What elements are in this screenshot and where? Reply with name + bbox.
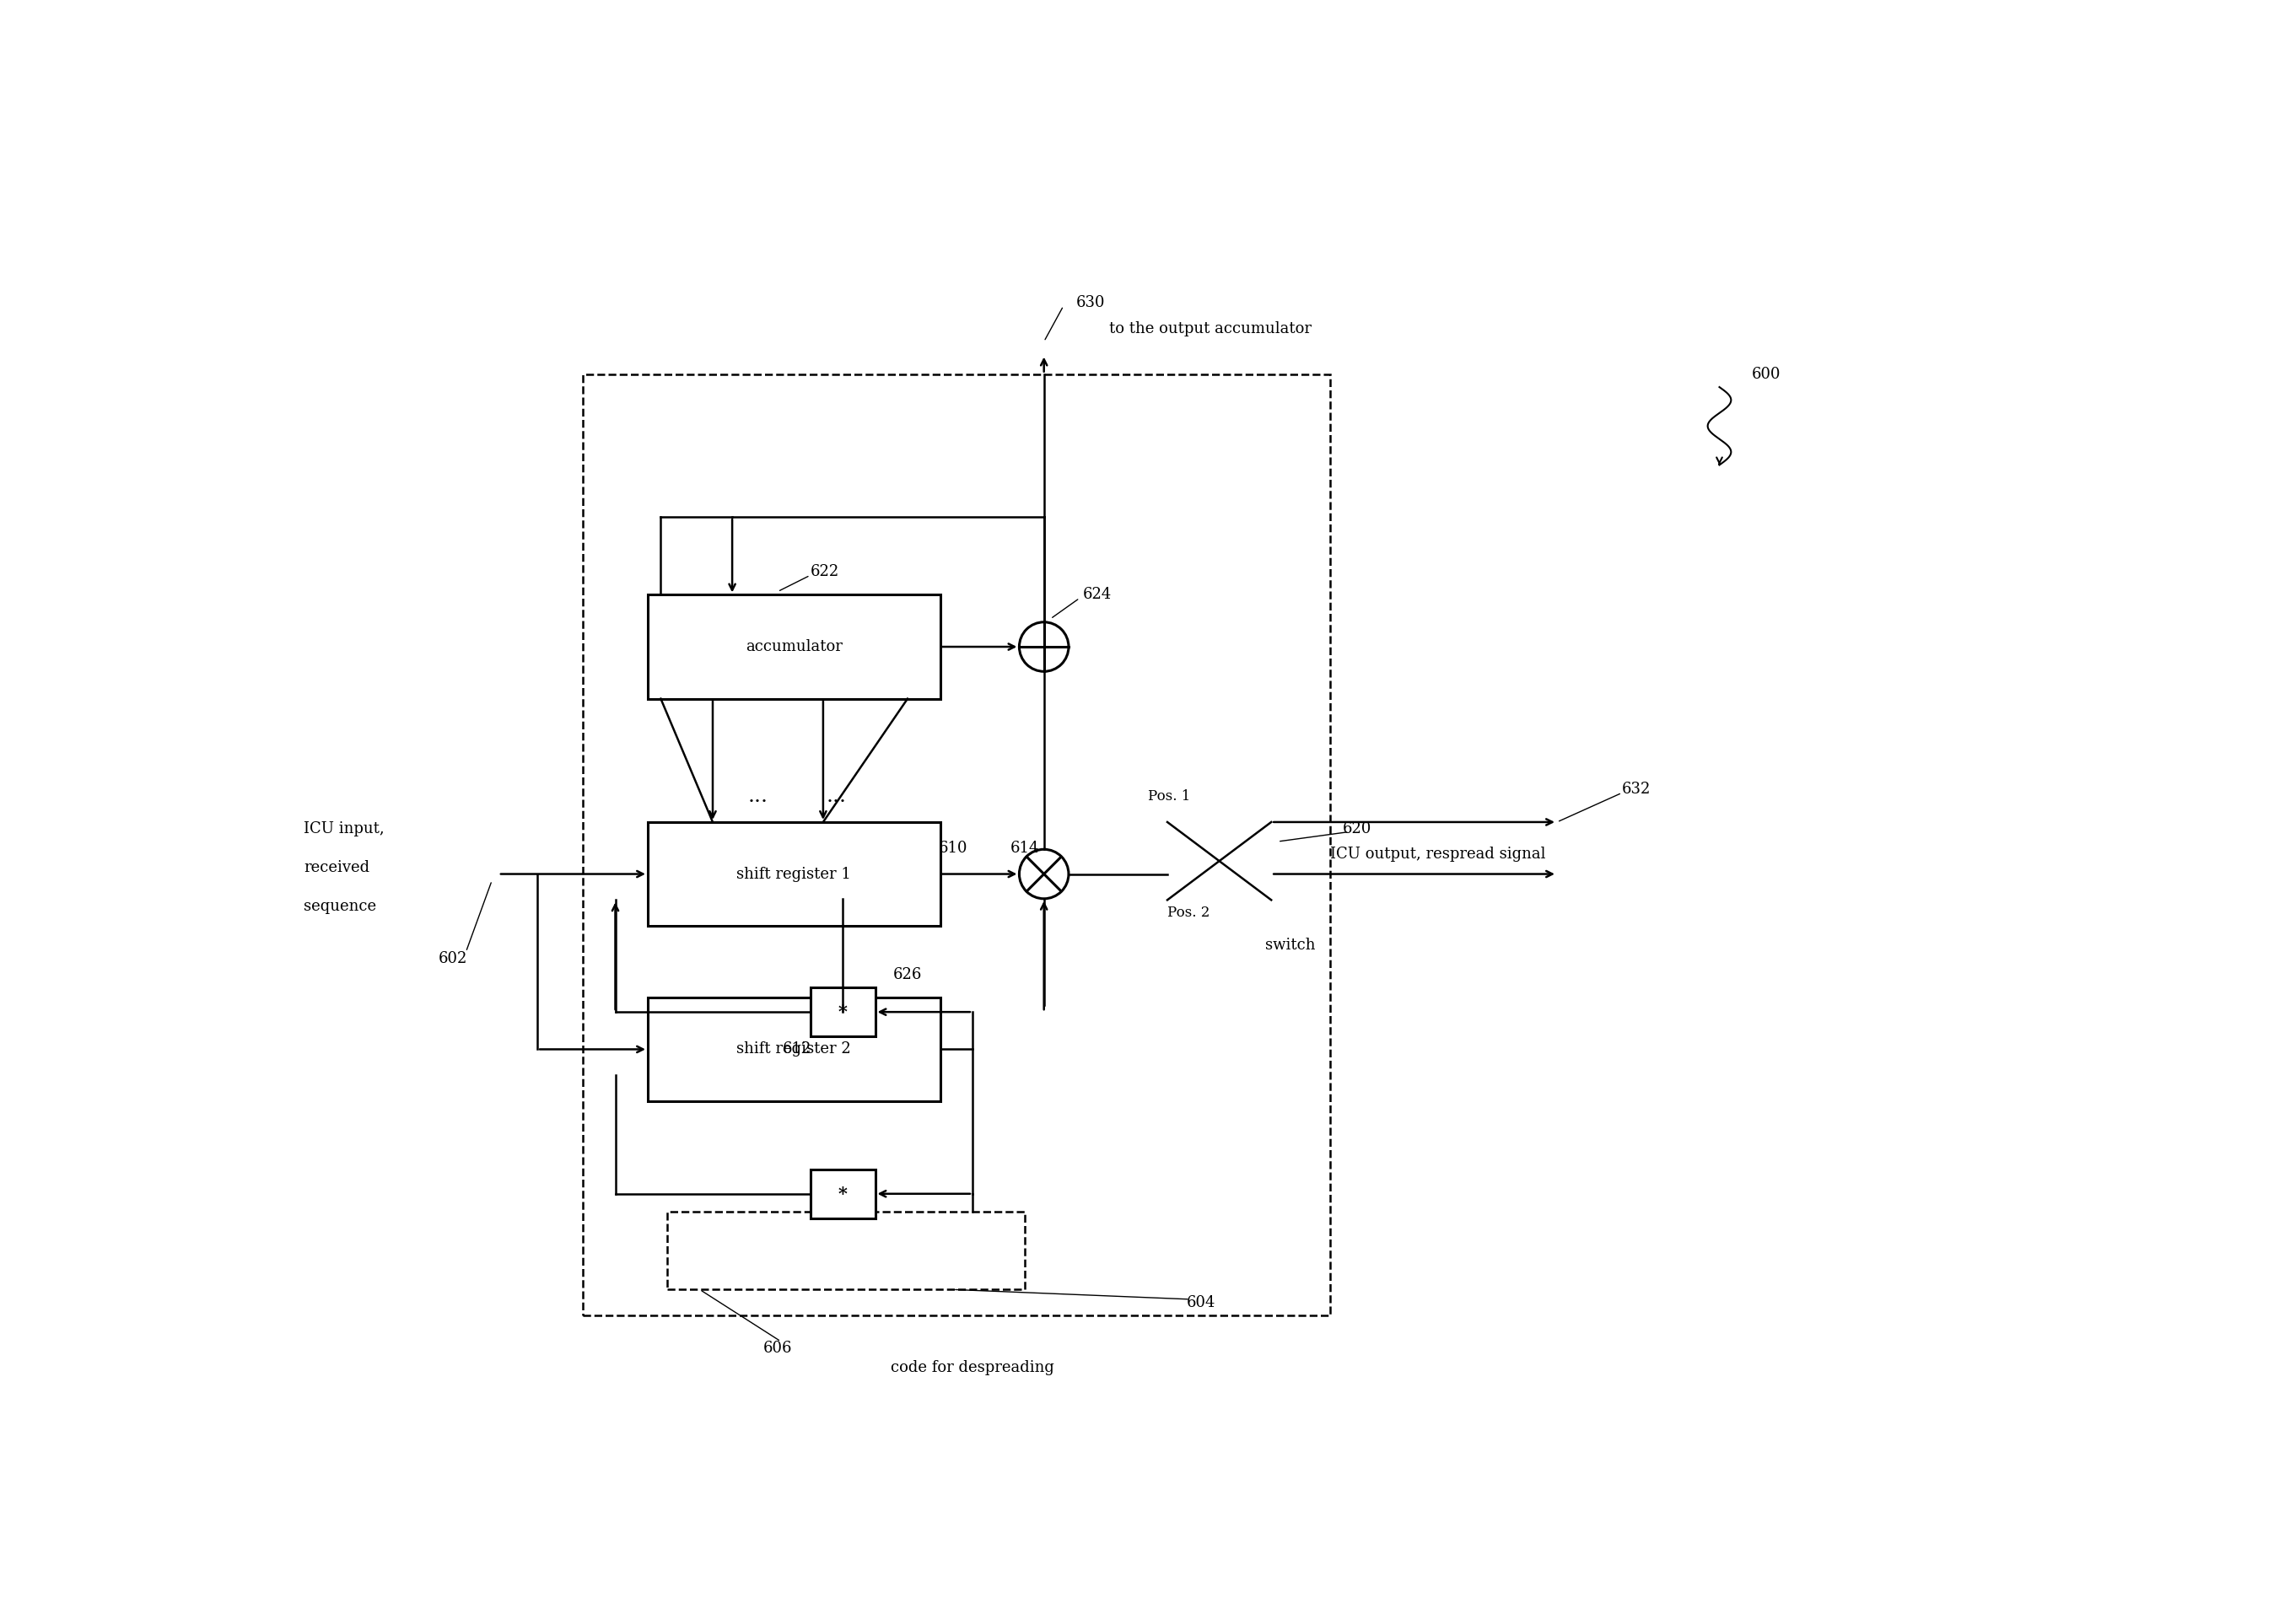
Text: *: *: [839, 1004, 848, 1020]
Text: received: received: [303, 861, 369, 875]
Text: *: *: [839, 1186, 848, 1202]
Text: to the output accumulator: to the output accumulator: [1110, 322, 1310, 336]
Text: shift register 1: shift register 1: [736, 867, 850, 882]
Text: ICU output, respread signal: ICU output, respread signal: [1329, 848, 1545, 862]
Text: 604: 604: [1187, 1294, 1215, 1311]
Text: 620: 620: [1342, 822, 1372, 836]
Text: 606: 606: [763, 1340, 793, 1356]
Text: 610: 610: [939, 841, 969, 856]
FancyBboxPatch shape: [647, 997, 939, 1101]
Text: ...: ...: [825, 786, 846, 806]
Text: 622: 622: [809, 565, 839, 580]
Text: 630: 630: [1076, 296, 1105, 310]
Text: ICU input,: ICU input,: [303, 822, 385, 836]
Text: 626: 626: [893, 966, 923, 983]
Text: ...: ...: [748, 786, 768, 806]
FancyBboxPatch shape: [647, 594, 939, 698]
Text: Pos. 2: Pos. 2: [1167, 906, 1210, 921]
FancyBboxPatch shape: [668, 1212, 1026, 1289]
Text: 614: 614: [1010, 841, 1039, 856]
FancyBboxPatch shape: [647, 822, 939, 926]
Text: sequence: sequence: [303, 898, 376, 914]
Text: Pos. 1: Pos. 1: [1149, 789, 1190, 804]
Text: 612: 612: [782, 1041, 811, 1057]
Text: 632: 632: [1623, 783, 1650, 797]
FancyBboxPatch shape: [583, 374, 1329, 1315]
FancyBboxPatch shape: [809, 1169, 875, 1218]
Text: code for despreading: code for despreading: [891, 1359, 1055, 1376]
FancyBboxPatch shape: [809, 987, 875, 1036]
Text: switch: switch: [1265, 937, 1315, 953]
Text: 602: 602: [438, 950, 467, 966]
Text: 624: 624: [1083, 588, 1112, 603]
Text: accumulator: accumulator: [745, 640, 843, 654]
Text: shift register 2: shift register 2: [736, 1041, 850, 1057]
Text: 600: 600: [1753, 367, 1780, 382]
